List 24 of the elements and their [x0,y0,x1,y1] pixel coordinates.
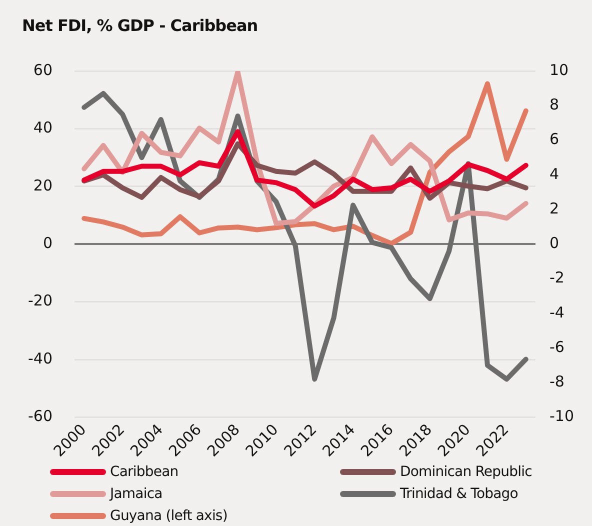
y2-tick-label: 6 [550,130,560,148]
chart-title: Net FDI, % GDP - Caribbean [22,16,258,35]
y2-tick-label: -2 [550,268,564,287]
y2-tick-label: 10 [550,60,569,79]
y2-tick-label: -8 [550,372,564,391]
y-tick-label: 0 [42,234,52,252]
y2-tick-label: -10 [550,407,574,426]
y2-tick-label: 0 [550,234,560,252]
y2-tick-label: 4 [550,164,560,183]
y-tick-label: -60 [28,407,52,426]
y2-tick-label: 8 [550,96,560,114]
legend-label: Guyana (left axis) [110,508,228,524]
y2-tick-label: 2 [550,199,560,218]
y-tick-label: 40 [33,118,52,137]
y-tick-label: -40 [28,349,52,368]
legend-label: Trinidad & Tobago [400,486,518,502]
legend-label: Jamaica [110,486,162,502]
legend-label: Dominican Republic [400,464,532,480]
y-tick-label: -20 [28,292,52,310]
legend-label: Caribbean [110,464,178,480]
y2-tick-label: -4 [550,303,564,322]
y-tick-label: 60 [33,60,52,79]
y2-tick-label: -6 [550,338,564,356]
y-tick-label: 20 [33,176,52,194]
